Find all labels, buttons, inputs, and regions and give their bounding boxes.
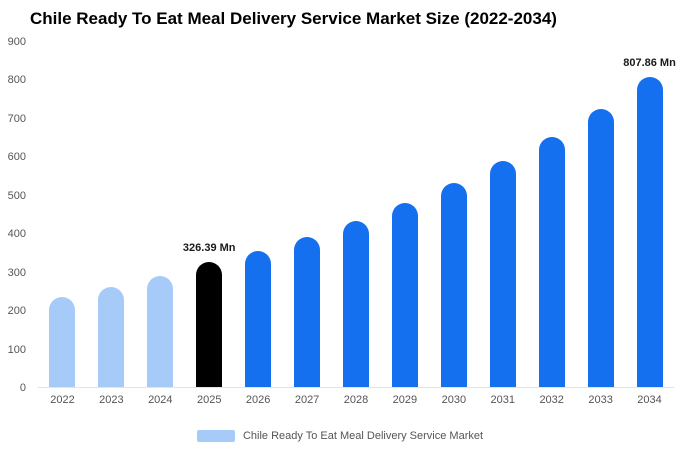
bar-slot-2022: 2022 xyxy=(38,42,87,406)
y-tick-900: 900 xyxy=(7,36,26,48)
bar-2033 xyxy=(587,109,614,387)
y-tick-500: 500 xyxy=(7,189,26,202)
x-tick-2030: 2030 xyxy=(441,394,467,406)
bar-slot-2033: 2033 xyxy=(576,42,625,406)
bar-slot-2024: 2024 xyxy=(136,42,185,406)
x-tick-2027: 2027 xyxy=(294,394,320,406)
y-axis: 0 100 200 300 400 500 600 700 800 900 xyxy=(0,36,30,394)
x-tick-2025: 2025 xyxy=(196,394,222,406)
bar-slot-2028: 2028 xyxy=(332,42,381,406)
bar-slot-2034: 2034 807.86 Mn xyxy=(623,42,676,406)
bar-slot-2026: 2026 xyxy=(234,42,283,406)
plot-area: 2022 2023 2024 2025 326.39 Mn 2026 2027 2028 202… xyxy=(38,42,676,406)
y-tick-800: 800 xyxy=(7,74,26,87)
legend-label: Chile Ready To Eat Meal Delivery Service… xyxy=(242,430,484,442)
bar-slot-2032: 2032 xyxy=(527,42,576,406)
x-tick-2034: 2034 xyxy=(637,394,662,406)
bar-2028 xyxy=(342,221,369,387)
bar-2029 xyxy=(391,203,418,387)
bar-2034 xyxy=(636,77,663,387)
bar-2031 xyxy=(489,160,516,387)
value-label-2025: 326.39 Mn xyxy=(182,241,236,254)
bar-2027 xyxy=(294,236,321,387)
bar-2024 xyxy=(147,275,174,387)
bar-slot-2031: 2031 xyxy=(478,42,527,406)
x-tick-2029: 2029 xyxy=(392,394,418,406)
x-tick-2031: 2031 xyxy=(490,394,515,406)
y-tick-400: 400 xyxy=(7,228,26,241)
bar-2026 xyxy=(245,250,272,387)
bar-2023 xyxy=(98,287,125,387)
y-tick-700: 700 xyxy=(7,112,26,125)
bar-2025 xyxy=(196,261,223,387)
y-tick-100: 100 xyxy=(7,343,26,356)
bar-2030 xyxy=(440,183,467,387)
chart-title: Chile Ready To Eat Meal Delivery Service… xyxy=(30,9,557,28)
y-tick-300: 300 xyxy=(7,266,26,279)
bar-slot-2023: 2023 xyxy=(87,42,136,406)
x-tick-2032: 2032 xyxy=(539,394,564,406)
bar-slot-2025: 2025 326.39 Mn xyxy=(182,42,236,406)
bar-slot-2029: 2029 xyxy=(380,42,429,406)
x-tick-2024: 2024 xyxy=(148,394,173,406)
y-tick-0: 0 xyxy=(19,382,26,394)
legend: Chile Ready To Eat Meal Delivery Service… xyxy=(0,430,680,442)
bar-slot-2027: 2027 xyxy=(283,42,332,406)
x-tick-2033: 2033 xyxy=(588,394,613,406)
legend-swatch xyxy=(196,430,235,442)
bar-2022 xyxy=(49,296,76,387)
bars-container: 2022 2023 2024 2025 326.39 Mn 2026 2027 2028 202… xyxy=(38,42,676,406)
x-tick-2028: 2028 xyxy=(343,394,369,406)
x-tick-2026: 2026 xyxy=(245,394,271,406)
y-tick-600: 600 xyxy=(7,151,26,164)
bar-2032 xyxy=(538,137,565,387)
value-label-2034: 807.86 Mn xyxy=(623,57,676,70)
x-tick-2023: 2023 xyxy=(99,394,124,406)
bar-slot-2030: 2030 xyxy=(429,42,478,406)
y-tick-200: 200 xyxy=(7,305,26,318)
x-tick-2022: 2022 xyxy=(50,394,75,406)
